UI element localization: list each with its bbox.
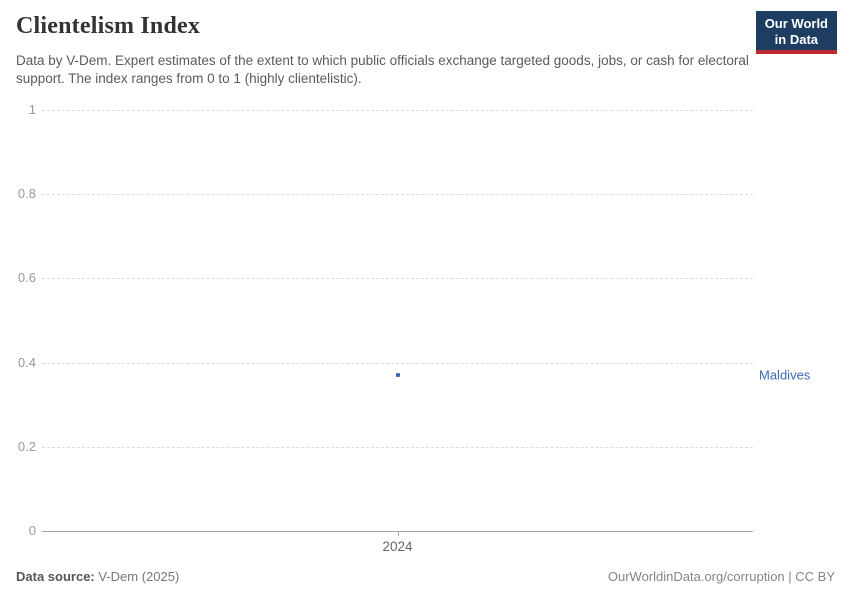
y-axis-tick-label: 0.2 bbox=[17, 438, 36, 454]
y-gridline bbox=[42, 110, 753, 111]
y-gridline bbox=[42, 446, 753, 448]
x-axis-tick-mark bbox=[397, 531, 399, 536]
owid-logo-line1: Our World bbox=[764, 16, 828, 31]
chart-subtitle: Data by V-Dem. Expert estimates of the e… bbox=[16, 53, 749, 87]
chart-footer: Data source: V-Dem (2025) OurWorldinData… bbox=[16, 569, 835, 584]
data-source-value[interactable]: V-Dem (2025) bbox=[98, 569, 180, 584]
data-source: Data source: V-Dem (2025) bbox=[16, 569, 179, 584]
chart-title: Clientelism Index bbox=[16, 13, 201, 39]
y-gridline bbox=[42, 362, 753, 364]
x-axis-tick-label: 2024 bbox=[382, 539, 413, 554]
owid-logo-line2: in Data bbox=[774, 31, 819, 47]
y-axis-tick-label: 0.6 bbox=[17, 270, 36, 286]
y-axis-tick-label: 1 bbox=[28, 102, 36, 117]
data-source-label: Data source: bbox=[16, 569, 95, 584]
owid-logo: Our World in Data bbox=[755, 11, 837, 55]
y-axis-tick-label: 0 bbox=[28, 523, 36, 538]
y-axis-tick-label: 0.4 bbox=[17, 354, 36, 370]
entity-label-maldives[interactable]: Maldives bbox=[759, 367, 811, 383]
attribution-link[interactable]: OurWorldinData.org/corruption | CC BY bbox=[607, 569, 835, 584]
y-gridline bbox=[42, 194, 753, 196]
y-axis-tick-label: 0.8 bbox=[17, 186, 36, 202]
y-gridline bbox=[42, 278, 753, 280]
data-point-maldives[interactable] bbox=[395, 373, 400, 378]
